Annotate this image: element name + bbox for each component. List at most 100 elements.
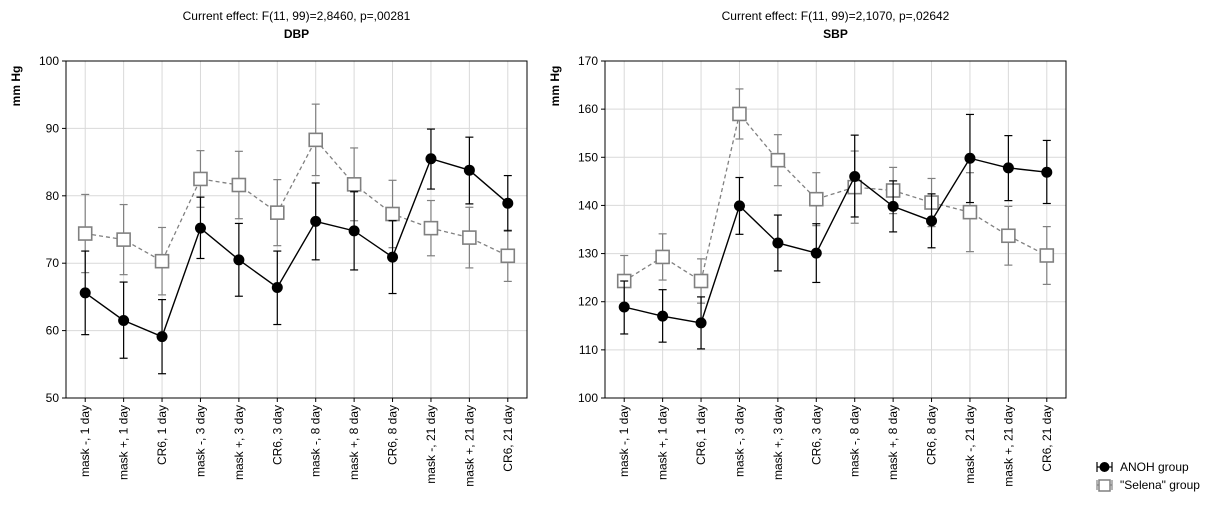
dbp-selena-point [154,253,170,269]
dbp-plot-frame [65,60,528,399]
sbp-xtick-label: mask -, 1 day [617,405,631,477]
sbp-anoh-point [657,310,669,322]
sbp-xtick-label: mask +, 21 day [1001,405,1015,487]
legend-label-anoh: ANOH group [1120,460,1189,474]
dbp-ytick-label: 60 [46,324,60,338]
sbp-title: SBP [823,27,848,41]
dbp-anoh-point [271,281,283,293]
sbp-xtick-label: mask -, 21 day [963,405,977,484]
sbp-xtick-label: CR6, 21 day [1040,405,1054,472]
sbp-ytick-label: 120 [578,295,598,309]
dbp-anoh-point [348,225,360,237]
dbp-anoh-series-line [84,157,509,338]
dbp-selena-point [385,206,400,222]
dbp-ytick-label: 80 [46,189,60,203]
dbp-ytick-label: 70 [46,256,60,270]
sbp-ytick-label: 150 [578,150,598,164]
sbp-xtick-label: mask +, 8 day [886,405,900,480]
dbp-selena-point [423,220,439,236]
legend: ANOH group "Selena" group [1096,460,1200,492]
dbp-xtick-label: mask -, 21 day [424,405,438,484]
sbp-xtick-label: CR6, 3 day [809,405,823,465]
sbp-anoh-point [887,200,899,212]
dbp-anoh-point [118,314,130,326]
sbp-selena-point [693,273,709,289]
sbp-ytick-label: 170 [578,54,598,68]
dbp-xtick-label: mask +, 3 day [232,405,246,480]
dbp-selena-point [193,171,208,187]
sbp-plot-area [605,61,1066,398]
dbp-xtick-label: mask -, 1 day [78,405,92,477]
dbp-anoh-point [425,153,437,165]
sbp-selena-point [732,106,747,122]
dbp-ytick-label: 90 [46,121,60,135]
dbp-selena-point [77,226,93,241]
sbp-subtitle: Current effect: F(11, 99)=2,1070, p=,026… [722,9,950,23]
dbp-anoh-point [233,254,245,266]
dbp-anoh-point [502,197,514,209]
sbp-selena-point [770,152,786,168]
sbp-anoh-point [733,200,745,212]
dbp-subtitle: Current effect: F(11, 99)=2,8460, p=,002… [183,9,411,23]
sbp-xtick-label: CR6, 1 day [694,405,708,465]
dbp-xtick-label: mask +, 1 day [117,405,131,480]
legend-selena-marker [1098,479,1111,492]
sbp-xtick-label: mask +, 1 day [656,405,670,480]
legend-anoh-marker [1099,462,1110,472]
dbp-ytick-label: 100 [39,54,59,68]
sbp-ytick-label: 100 [578,391,598,405]
dbp-anoh-point [387,251,399,263]
sbp-ytick-label: 160 [578,102,598,116]
dbp-anoh-point [310,215,322,227]
sbp-ytick-label: 140 [578,198,598,212]
dbp-title: DBP [284,27,309,41]
sbp-selena-point [808,191,824,207]
sbp-anoh-point [1002,162,1014,174]
dbp-selena-point [346,177,362,192]
dbp-selena-point [231,177,247,193]
sbp-selena-point [962,204,978,220]
sbp-ytick-label: 130 [578,247,598,261]
dbp-anoh-point [194,222,206,234]
sbp-selena-point [655,249,670,265]
sbp-anoh-point [964,152,976,164]
dbp-ytick-label: 50 [46,391,60,405]
dbp-xtick-label: CR6, 8 day [386,405,400,465]
sbp-chart-panel: 100 110 120 130 140 150 160 170 mask -, 1 day mas… [548,9,1067,487]
dbp-xtick-label: CR6, 1 day [155,405,169,465]
sbp-selena-point [1039,248,1055,263]
dbp-selena-point [462,230,477,245]
dbp-anoh-point [79,287,91,299]
dbp-selena-point [308,132,324,148]
legend-label-selena: "Selena" group [1120,478,1200,492]
dbp-xtick-label: CR6, 21 day [501,405,515,472]
sbp-xtick-label: mask -, 3 day [732,405,746,477]
sbp-xtick-label: mask +, 3 day [771,405,785,480]
dbp-anoh-point [463,164,475,176]
sbp-anoh-point [772,237,784,249]
sbp-anoh-point [1041,166,1053,178]
dbp-xtick-label: CR6, 3 day [270,405,284,465]
sbp-xtick-label: mask -, 8 day [848,405,862,477]
sbp-anoh-point [849,171,861,183]
sbp-anoh-point [695,317,707,329]
sbp-anoh-point [926,215,938,227]
dbp-xtick-label: mask +, 8 day [347,405,361,480]
dbp-chart-panel: 50 60 70 80 90 100 mask -, 1 day mask +, 1 day C… [9,9,528,487]
dbp-ylabel: mm Hg [9,66,23,107]
sbp-anoh-point [810,247,822,259]
sbp-selena-point [1001,228,1016,244]
dbp-xtick-label: mask -, 3 day [193,405,207,477]
dbp-xtick-label: mask +, 21 day [462,405,476,487]
dbp-anoh-point [156,331,168,343]
dbp-xtick-label: mask -, 8 day [309,405,323,477]
sbp-anoh-point [618,301,630,313]
sbp-anoh-series-line [624,157,1047,324]
dbp-selena-point [116,232,131,247]
dbp-plot-area [66,61,527,398]
sbp-ytick-label: 110 [579,343,598,357]
dbp-selena-point [269,205,285,220]
sbp-plot-frame [604,60,1067,399]
sbp-xtick-label: CR6, 8 day [925,405,939,465]
